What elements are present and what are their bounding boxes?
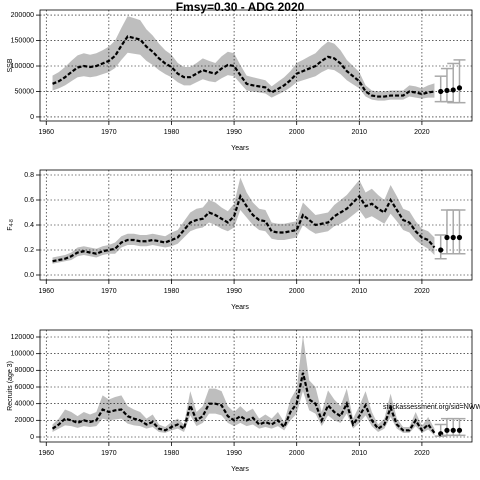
x-tick-label: 2020 (414, 450, 430, 457)
forecast-point (450, 87, 456, 93)
x-tick-label: 1990 (226, 129, 242, 136)
x-tick-label: 1970 (101, 129, 117, 136)
forecast-point (444, 87, 450, 94)
x-tick-label: 2010 (352, 129, 368, 136)
confidence-band (52, 16, 435, 101)
y-tick-label: 40000 (15, 401, 35, 408)
x-tick-label: 1990 (226, 288, 242, 295)
y-tick-label: 0.6 (24, 197, 34, 204)
forecast-point (444, 234, 450, 241)
y-tick-label: 0 (30, 434, 34, 441)
forecast-point (456, 85, 463, 91)
y-tick-label: 60000 (15, 384, 35, 391)
x-tick-label: 1970 (101, 450, 117, 457)
y-tick-label: 0 (30, 114, 34, 121)
y-axis-label-sub: 4-8 (9, 219, 15, 226)
y-tick-label: 120000 (11, 334, 34, 341)
y-axis-label: F4-8 (7, 219, 15, 231)
x-tick-label: 2010 (352, 450, 368, 457)
y-tick-label: 200000 (11, 12, 34, 19)
y-axis-label: SSB (7, 58, 14, 72)
y-axis-label-main: F (7, 226, 14, 230)
x-tick-label: 2010 (352, 288, 368, 295)
y-tick-label: 100000 (11, 63, 34, 70)
forecast-point (444, 427, 450, 433)
x-tick-label: 1990 (226, 450, 242, 457)
annotation: stockassessment.org/sid=NWWG-2023-r1T625 (383, 404, 480, 411)
x-tick-label: 1960 (38, 450, 54, 457)
forecast-point (438, 247, 444, 253)
forecast-point (450, 234, 456, 241)
y-axis-label-main: SSB (7, 58, 14, 72)
plot-frame (39, 9, 473, 122)
forecast-point (456, 427, 463, 433)
y-tick-label: 100000 (11, 351, 34, 358)
series-line (51, 372, 436, 434)
y-tick-label: 50000 (15, 88, 35, 95)
forecast-point (456, 234, 463, 241)
x-tick-label: 1980 (164, 129, 180, 136)
y-tick-label: 0.0 (24, 272, 34, 279)
x-tick-label: 2020 (414, 129, 430, 136)
series-line (52, 193, 436, 263)
y-tick-label: 20000 (15, 417, 35, 424)
x-axis-label: Years (231, 145, 249, 152)
y-tick-label: 0.8 (24, 172, 34, 179)
chart-title: Fmsy=0.30 - ADG 2020 (176, 0, 305, 14)
x-tick-label: 1980 (164, 288, 180, 295)
series-line (52, 35, 435, 98)
y-tick-label: 0.4 (24, 222, 34, 229)
x-tick-label: 2000 (289, 129, 305, 136)
x-tick-label: 1970 (101, 288, 117, 295)
forecast-point (438, 88, 444, 95)
x-tick-label: 2020 (414, 288, 430, 295)
x-axis-label: Years (231, 466, 249, 473)
y-tick-label: 80000 (15, 367, 35, 374)
y-tick-label: 0.2 (24, 247, 34, 254)
y-axis-label-main: Recruits (age 3) (7, 361, 14, 411)
x-axis-label: Years (231, 304, 249, 311)
confidence-band (52, 177, 435, 264)
y-axis-label: Recruits (age 3) (7, 361, 14, 411)
confidence-band (52, 335, 435, 436)
x-tick-label: 1960 (38, 288, 54, 295)
forecast-point (450, 427, 456, 433)
plot-frame (39, 329, 473, 443)
x-tick-label: 2000 (289, 288, 305, 295)
y-tick-label: 150000 (11, 37, 34, 44)
x-tick-label: 2000 (289, 450, 305, 457)
x-tick-label: 1980 (164, 450, 180, 457)
x-tick-label: 1960 (38, 129, 54, 136)
